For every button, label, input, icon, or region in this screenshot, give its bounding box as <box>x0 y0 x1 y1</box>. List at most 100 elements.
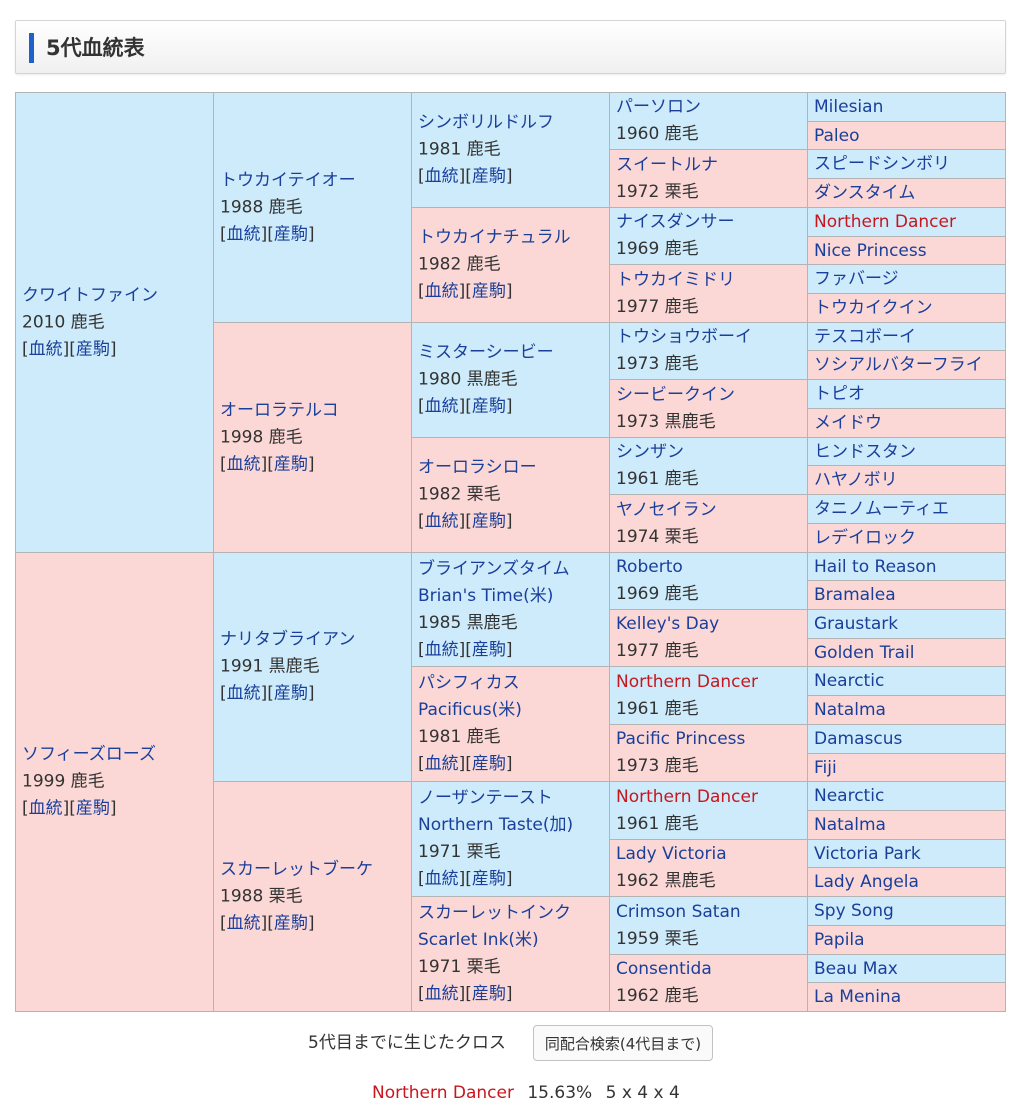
horse-name-link[interactable]: オーロラシロー <box>418 457 537 478</box>
pedigree-link[interactable]: 血統 <box>28 339 63 359</box>
horse-name-link[interactable]: クワイトファイン <box>22 285 158 305</box>
horse-name-link[interactable]: トピオ <box>814 384 865 404</box>
pedigree-link[interactable]: 血統 <box>424 639 459 660</box>
horse-name-link[interactable]: ファバージ <box>814 269 899 289</box>
pedigree-cell-g3: ブライアンズタイム Brian's Time(米) 1985 黒鹿毛 [血統][産駒] <box>411 552 610 667</box>
horse-entry: La Menina <box>814 984 1001 1010</box>
horse-name-link[interactable]: Fiji <box>814 757 837 778</box>
horse-name-link[interactable]: Northern Dancer <box>616 671 758 692</box>
pedigree-link[interactable]: 血統 <box>424 281 459 302</box>
horse-name-link[interactable]: Crimson Satan <box>616 901 741 922</box>
horse-name-link[interactable]: Milesian <box>814 97 884 117</box>
pedigree-link[interactable]: 血統 <box>226 224 261 244</box>
pedigree-link[interactable]: 血統 <box>226 913 261 933</box>
horse-name-link[interactable]: ヒンドスタン <box>814 441 916 462</box>
horse-name-link[interactable]: トウカイナチュラル <box>418 227 571 248</box>
horse-name-link[interactable]: ノーザンテースト <box>418 788 553 808</box>
progeny-link[interactable]: 産駒 <box>273 454 308 474</box>
pedigree-link[interactable]: 血統 <box>424 511 459 532</box>
horse-name-link[interactable]: レデイロック <box>814 528 916 548</box>
pedigree-link[interactable]: 血統 <box>424 984 459 1004</box>
horse-name-link[interactable]: Lady Angela <box>814 872 919 892</box>
horse-name-link[interactable]: Hail to Reason <box>814 556 937 577</box>
horse-name-link[interactable]: Roberto <box>616 557 683 577</box>
progeny-link[interactable]: 産駒 <box>75 798 110 819</box>
horse-name-link[interactable]: ヤノセイラン <box>616 499 717 520</box>
progeny-link[interactable]: 産駒 <box>471 984 506 1004</box>
pedigree-link[interactable]: 血統 <box>424 869 459 889</box>
horse-name-link[interactable]: ナイスダンサー <box>616 212 735 232</box>
pedigree-link[interactable]: 血統 <box>226 454 261 474</box>
horse-name-link[interactable]: シンザン <box>616 442 684 462</box>
horse-name-link[interactable]: ソフィーズローズ <box>22 744 156 765</box>
horse-name-link[interactable]: Paleo <box>814 125 860 146</box>
horse-alt-name-link[interactable]: Scarlet Ink(米) <box>418 930 539 950</box>
pedigree-link[interactable]: 血統 <box>424 754 459 774</box>
horse-name-link[interactable]: ミスターシービー <box>418 342 554 363</box>
horse-name-link[interactable]: トウカイミドリ <box>616 269 735 290</box>
same-cross-search-button[interactable]: 同配合検索(4代目まで) <box>533 1025 713 1061</box>
horse-name-link[interactable]: ハヤノボリ <box>814 470 898 490</box>
horse-name-link[interactable]: Natalma <box>814 815 886 835</box>
horse-name-link[interactable]: テスコボーイ <box>814 326 916 347</box>
horse-name-link[interactable]: Northern Dancer <box>814 212 956 232</box>
horse-name-link[interactable]: ブライアンズタイム <box>418 558 570 579</box>
horse-name-link[interactable]: トウカイテイオー <box>220 170 356 190</box>
horse-name-link[interactable]: Golden Trail <box>814 642 915 663</box>
horse-name-link[interactable]: La Menina <box>814 987 902 1007</box>
horse-name-link[interactable]: スカーレットインク <box>418 903 571 923</box>
horse-name-link[interactable]: オーロラテルコ <box>220 400 339 420</box>
horse-name-link[interactable]: Damascus <box>814 729 903 749</box>
cross-horse-link[interactable]: Northern Dancer <box>372 1083 514 1103</box>
progeny-link[interactable]: 産駒 <box>273 913 308 933</box>
horse-name-link[interactable]: パーソロン <box>616 97 701 117</box>
progeny-link[interactable]: 産駒 <box>471 166 506 187</box>
horse-name-link[interactable]: Spy Song <box>814 901 894 921</box>
progeny-link[interactable]: 産駒 <box>273 683 308 704</box>
horse-name-link[interactable]: Northern Dancer <box>616 786 758 807</box>
horse-name-link[interactable]: Pacific Princess <box>616 729 746 749</box>
horse-name-link[interactable]: スイートルナ <box>616 154 718 175</box>
pedigree-link[interactable]: 血統 <box>226 683 261 704</box>
horse-name-link[interactable]: ナリタブライアン <box>220 629 356 650</box>
horse-name-link[interactable]: スカーレットブーケ <box>220 859 373 879</box>
progeny-link[interactable]: 産駒 <box>273 224 308 244</box>
progeny-link[interactable]: 産駒 <box>471 396 506 417</box>
pedigree-link[interactable]: 血統 <box>28 798 63 819</box>
horse-name-link[interactable]: Papila <box>814 930 865 950</box>
horse-name-link[interactable]: トウショウボーイ <box>616 327 752 347</box>
horse-name-link[interactable]: Kelley's Day <box>616 614 720 634</box>
horse-name-link[interactable]: スピードシンボリ <box>814 154 950 174</box>
progeny-link[interactable]: 産駒 <box>75 339 110 359</box>
horse-alt-name-link[interactable]: Northern Taste(加) <box>418 815 574 835</box>
horse-name-link[interactable]: メイドウ <box>814 413 882 433</box>
horse-name-link[interactable]: Lady Victoria <box>616 844 727 864</box>
pedigree-link[interactable]: 血統 <box>424 396 459 417</box>
horse-entry: ミスターシービー 1980 黒鹿毛 [血統][産駒] <box>418 340 605 421</box>
horse-name-link[interactable]: Consentida <box>616 959 712 979</box>
progeny-link[interactable]: 産駒 <box>471 639 506 660</box>
horse-name-link[interactable]: Beau Max <box>814 958 898 979</box>
progeny-link[interactable]: 産駒 <box>471 869 506 889</box>
horse-name-link[interactable]: シンボリルドルフ <box>418 112 554 133</box>
pedigree-link[interactable]: 血統 <box>424 166 459 187</box>
horse-name-link[interactable]: Nice Princess <box>814 240 927 261</box>
horse-name-link[interactable]: シービークイン <box>616 384 735 405</box>
horse-name-link[interactable]: Bramalea <box>814 585 896 605</box>
horse-name-link[interactable]: Nearctic <box>814 671 885 691</box>
horse-name-link[interactable]: Nearctic <box>814 786 885 806</box>
horse-name-link[interactable]: トウカイクイン <box>814 298 933 318</box>
progeny-link[interactable]: 産駒 <box>471 754 506 774</box>
horse-entry: ソシアルバターフライ <box>814 352 1001 378</box>
progeny-link[interactable]: 産駒 <box>471 511 506 532</box>
horse-name-link[interactable]: タニノムーティエ <box>814 499 949 519</box>
horse-name-link[interactable]: Victoria Park <box>814 843 921 864</box>
horse-name-link[interactable]: パシフィカス <box>418 673 520 693</box>
horse-name-link[interactable]: ソシアルバターフライ <box>814 355 983 375</box>
horse-alt-name-link[interactable]: Pacificus(米) <box>418 700 522 720</box>
horse-name-link[interactable]: ダンスタイム <box>814 183 916 203</box>
progeny-link[interactable]: 産駒 <box>471 281 506 302</box>
horse-alt-name-link[interactable]: Brian's Time(米) <box>418 585 554 606</box>
horse-name-link[interactable]: Graustark <box>814 614 899 634</box>
horse-name-link[interactable]: Natalma <box>814 700 886 720</box>
